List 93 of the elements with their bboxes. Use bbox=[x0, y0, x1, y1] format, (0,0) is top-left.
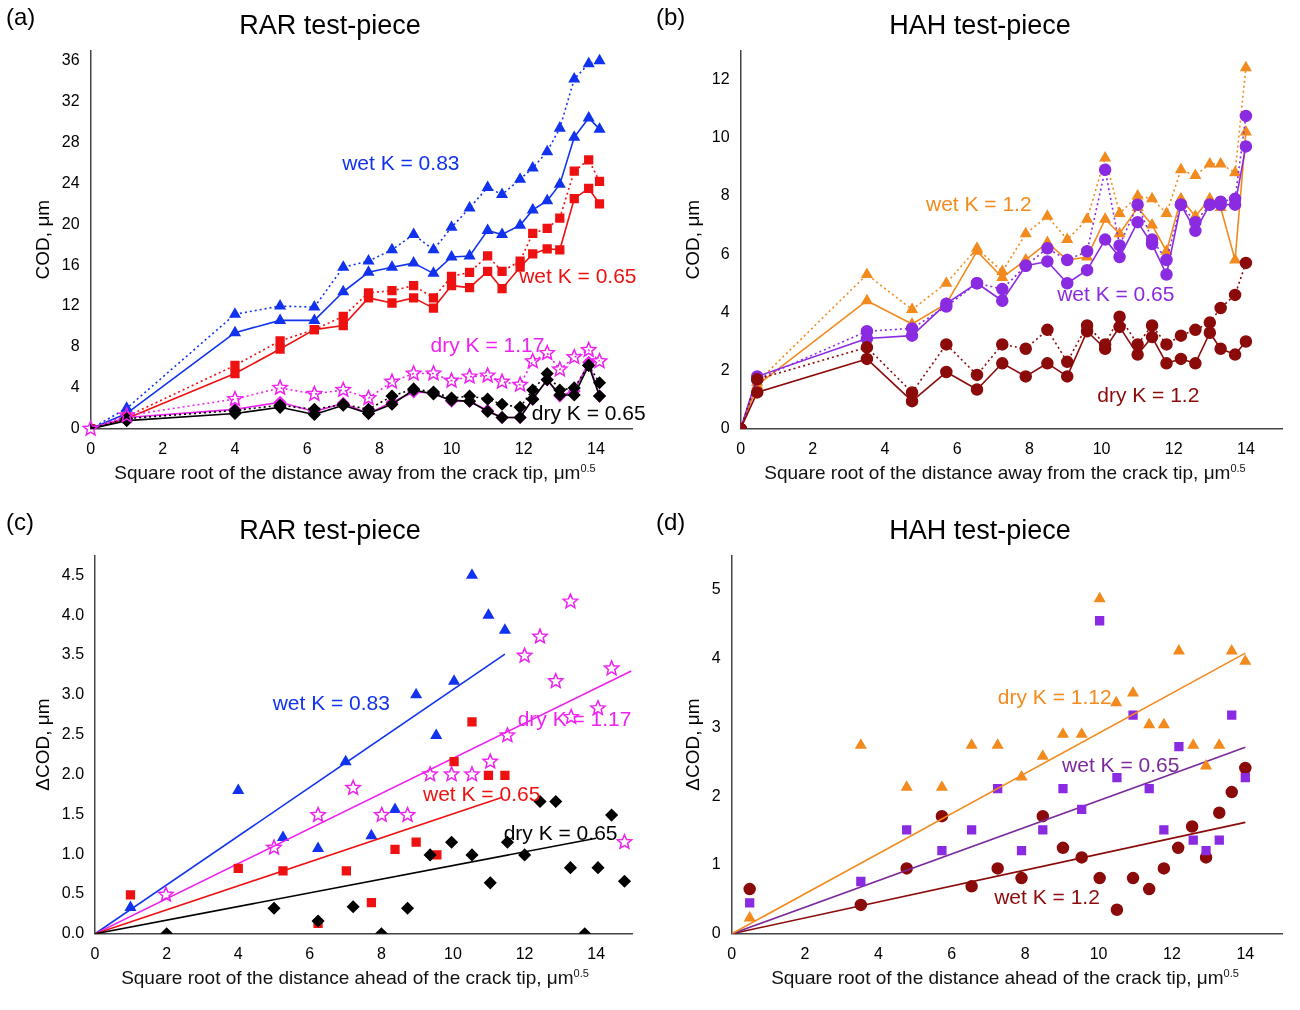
y-tick-label: 2 bbox=[711, 786, 721, 804]
y-tick-label: 0.0 bbox=[61, 924, 85, 942]
y-axis-title: COD, μm bbox=[681, 199, 703, 280]
y-tick-label: 0 bbox=[711, 924, 721, 942]
x-tick-label: 8 bbox=[376, 944, 386, 962]
series-label: dry K = 1.17 bbox=[430, 332, 545, 356]
x-tick-label: 12 bbox=[515, 944, 534, 962]
y-tick-label: 0 bbox=[70, 419, 80, 437]
x-tick-label: 8 bbox=[374, 439, 384, 457]
y-tick-label: 4.5 bbox=[61, 565, 85, 583]
x-tick-label: 6 bbox=[947, 944, 957, 962]
y-tick-label: 36 bbox=[61, 51, 80, 69]
chart-title: HAH test-piece bbox=[889, 9, 1071, 40]
series-label: wet K = 0.83 bbox=[341, 150, 460, 174]
series-label: dry K = 1.12 bbox=[997, 685, 1112, 709]
y-tick-label: 4 bbox=[70, 378, 80, 396]
x-axis-title: Square root of the distance ahead of the crack tip, μm$^{0.5}$ bbox=[120, 967, 590, 990]
y-axis-title: ΔCOD, μm bbox=[681, 698, 703, 791]
x-tick-label: 0 bbox=[86, 439, 96, 457]
x-tick-label: 14 bbox=[587, 944, 606, 962]
y-tick-label: 2.5 bbox=[61, 725, 85, 743]
y-tick-label: 6 bbox=[720, 244, 730, 262]
x-tick-label: 4 bbox=[873, 944, 883, 962]
chart-title: HAH test-piece bbox=[889, 514, 1071, 545]
y-tick-label: 3.5 bbox=[61, 645, 85, 663]
text: (a) bbox=[6, 2, 36, 30]
x-tick-label: 0 bbox=[90, 944, 100, 962]
series-label: wet K = 0.65 bbox=[421, 782, 541, 806]
y-tick-label: 12 bbox=[61, 296, 80, 314]
x-axis-title: Square root of the distance ahead of the crack tip, μm$^{0.5}$ bbox=[770, 967, 1240, 990]
x-tick-label: 6 bbox=[302, 439, 312, 457]
y-tick-label: 20 bbox=[61, 214, 80, 232]
x-tick-label: 10 bbox=[442, 439, 461, 457]
y-tick-label: 16 bbox=[61, 255, 80, 273]
y-tick-label: 4 bbox=[720, 302, 730, 320]
y-tick-label: 10 bbox=[711, 128, 730, 146]
series-label: dry K = 1.2 bbox=[1097, 383, 1200, 407]
x-tick-label: 2 bbox=[808, 439, 818, 457]
y-tick-label: 3 bbox=[711, 717, 721, 735]
y-tick-label: 1.0 bbox=[61, 844, 85, 862]
y-tick-label: 12 bbox=[711, 69, 730, 87]
series-label: dry K = 0.65 bbox=[503, 821, 618, 845]
x-tick-label: 12 bbox=[514, 439, 533, 457]
y-tick-label: 0 bbox=[720, 419, 730, 437]
x-tick-label: 14 bbox=[1236, 944, 1255, 962]
x-tick-label: 10 bbox=[1089, 944, 1108, 962]
series-label: wet K = 1.2 bbox=[993, 884, 1100, 908]
y-axis-title: ΔCOD, μm bbox=[31, 698, 53, 791]
y-axis-title: COD, μm bbox=[31, 199, 53, 280]
series-label: wet K = 1.2 bbox=[924, 191, 1032, 215]
x-tick-label: 12 bbox=[1163, 944, 1181, 962]
x-tick-label: 4 bbox=[880, 439, 890, 457]
y-tick-label: 32 bbox=[61, 91, 80, 109]
x-tick-label: 0 bbox=[736, 439, 746, 457]
y-tick-label: 24 bbox=[61, 173, 80, 191]
series-label: wet K = 0.65 bbox=[1056, 281, 1175, 305]
chart-title: RAR test-piece bbox=[239, 9, 421, 40]
x-tick-label: 10 bbox=[444, 944, 463, 962]
x-tick-label: 12 bbox=[1164, 439, 1183, 457]
text: (b) bbox=[656, 2, 686, 30]
x-tick-label: 2 bbox=[162, 944, 172, 962]
chart-title: RAR test-piece bbox=[239, 514, 421, 545]
x-tick-label: 10 bbox=[1092, 439, 1111, 457]
y-tick-label: 4.0 bbox=[61, 605, 85, 623]
text: (c) bbox=[6, 507, 34, 535]
x-axis-title: Square root of the distance away from the crack tip, μm$^{0.5}$ bbox=[763, 462, 1247, 485]
y-tick-label: 3.0 bbox=[61, 685, 85, 703]
x-tick-label: 8 bbox=[1020, 944, 1030, 962]
y-tick-label: 4 bbox=[711, 649, 721, 667]
x-axis-title: Square root of the distance away from the crack tip, μm$^{0.5}$ bbox=[113, 462, 597, 485]
y-tick-label: 1 bbox=[711, 855, 721, 873]
y-tick-label: 2.0 bbox=[61, 764, 85, 782]
x-tick-label: 2 bbox=[800, 944, 810, 962]
text: (d) bbox=[656, 507, 686, 535]
y-tick-label: 5 bbox=[711, 580, 721, 598]
y-tick-label: 28 bbox=[61, 132, 80, 150]
y-tick-label: 2 bbox=[720, 360, 730, 378]
y-tick-label: 1.5 bbox=[61, 804, 85, 822]
y-tick-label: 8 bbox=[70, 337, 80, 355]
x-tick-label: 14 bbox=[1237, 439, 1255, 457]
series-label: wet K = 0.65 bbox=[518, 264, 637, 288]
x-tick-label: 6 bbox=[305, 944, 315, 962]
y-tick-label: 8 bbox=[720, 186, 730, 204]
x-tick-label: 2 bbox=[158, 439, 168, 457]
x-tick-label: 8 bbox=[1024, 439, 1034, 457]
series-label: dry K = 0.65 bbox=[531, 401, 646, 425]
x-tick-label: 4 bbox=[230, 439, 240, 457]
x-tick-label: 6 bbox=[952, 439, 962, 457]
series-label: wet K = 0.83 bbox=[271, 691, 390, 715]
x-tick-label: 14 bbox=[587, 439, 605, 457]
series-label: wet K = 0.65 bbox=[1061, 753, 1180, 777]
x-tick-label: 4 bbox=[233, 944, 243, 962]
y-tick-label: 0.5 bbox=[61, 884, 85, 902]
